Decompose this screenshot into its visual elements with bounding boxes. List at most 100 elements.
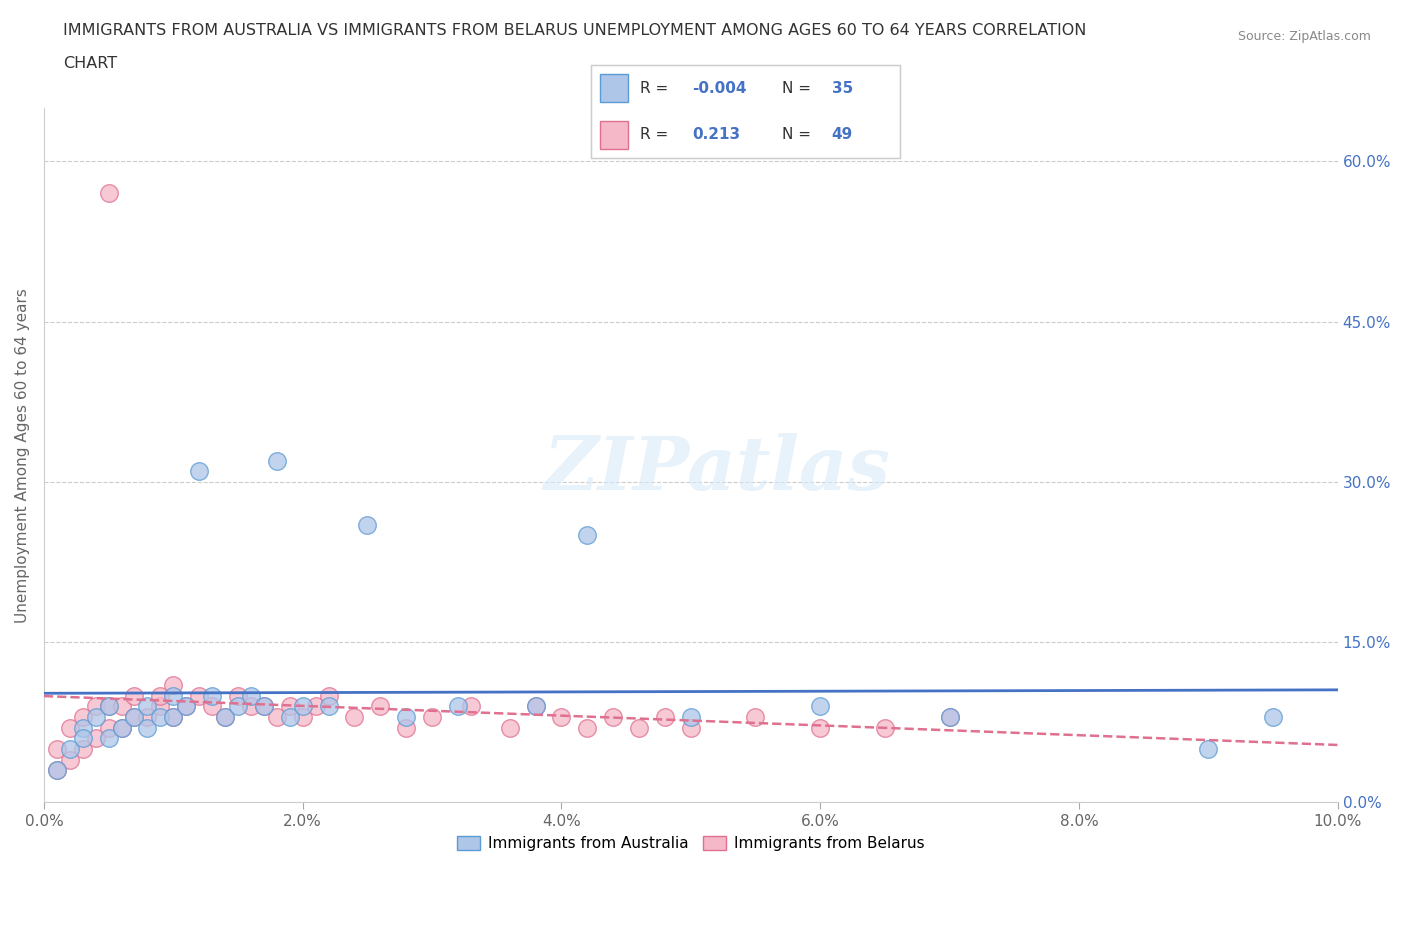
Point	[162, 688, 184, 703]
Point	[343, 710, 366, 724]
Point	[124, 710, 146, 724]
Point	[1197, 741, 1219, 756]
Point	[278, 698, 301, 713]
Text: N =: N =	[782, 81, 811, 96]
Point	[356, 517, 378, 532]
Point	[124, 710, 146, 724]
Legend: Immigrants from Australia, Immigrants from Belarus: Immigrants from Australia, Immigrants fr…	[451, 830, 931, 857]
Point	[1261, 710, 1284, 724]
Point	[447, 698, 470, 713]
Point	[149, 688, 172, 703]
Point	[420, 710, 443, 724]
Text: 49: 49	[832, 127, 853, 142]
Point	[136, 698, 159, 713]
Text: R =: R =	[640, 127, 668, 142]
Point	[550, 710, 572, 724]
Point	[938, 710, 960, 724]
Point	[460, 698, 482, 713]
Point	[162, 710, 184, 724]
Text: IMMIGRANTS FROM AUSTRALIA VS IMMIGRANTS FROM BELARUS UNEMPLOYMENT AMONG AGES 60 : IMMIGRANTS FROM AUSTRALIA VS IMMIGRANTS …	[63, 23, 1087, 38]
Point	[97, 186, 120, 201]
Point	[201, 688, 224, 703]
Point	[744, 710, 766, 724]
Point	[59, 720, 82, 735]
Point	[214, 710, 236, 724]
Point	[239, 688, 262, 703]
Point	[266, 710, 288, 724]
Text: N =: N =	[782, 127, 811, 142]
Point	[97, 698, 120, 713]
Point	[576, 720, 599, 735]
Point	[59, 752, 82, 767]
Point	[149, 710, 172, 724]
Point	[318, 698, 340, 713]
Point	[201, 698, 224, 713]
Point	[679, 720, 702, 735]
Point	[72, 741, 94, 756]
Text: ZIPatlas: ZIPatlas	[543, 432, 890, 505]
FancyBboxPatch shape	[600, 74, 627, 102]
Point	[654, 710, 676, 724]
Text: 0.213: 0.213	[693, 127, 741, 142]
Point	[97, 731, 120, 746]
Point	[174, 698, 197, 713]
Point	[72, 710, 94, 724]
Point	[188, 464, 211, 479]
Point	[368, 698, 391, 713]
Point	[524, 698, 547, 713]
Point	[304, 698, 326, 713]
Point	[395, 710, 418, 724]
Point	[214, 710, 236, 724]
Point	[278, 710, 301, 724]
Y-axis label: Unemployment Among Ages 60 to 64 years: Unemployment Among Ages 60 to 64 years	[15, 287, 30, 622]
Point	[524, 698, 547, 713]
Point	[602, 710, 624, 724]
Point	[84, 731, 107, 746]
Point	[498, 720, 520, 735]
Point	[253, 698, 276, 713]
Point	[97, 720, 120, 735]
Point	[679, 710, 702, 724]
Point	[162, 677, 184, 692]
Point	[136, 720, 159, 735]
Point	[45, 741, 67, 756]
Text: -0.004: -0.004	[693, 81, 747, 96]
Point	[110, 698, 132, 713]
Point	[226, 688, 249, 703]
Text: 35: 35	[832, 81, 853, 96]
Point	[124, 688, 146, 703]
Point	[59, 741, 82, 756]
Point	[45, 763, 67, 777]
Point	[45, 763, 67, 777]
Point	[627, 720, 650, 735]
Point	[162, 710, 184, 724]
Point	[110, 720, 132, 735]
Point	[72, 731, 94, 746]
Point	[72, 720, 94, 735]
Point	[873, 720, 896, 735]
Point	[239, 698, 262, 713]
Point	[253, 698, 276, 713]
Point	[291, 710, 314, 724]
Point	[110, 720, 132, 735]
Point	[808, 720, 831, 735]
Point	[266, 453, 288, 468]
Point	[318, 688, 340, 703]
Point	[226, 698, 249, 713]
Text: Source: ZipAtlas.com: Source: ZipAtlas.com	[1237, 30, 1371, 43]
Point	[291, 698, 314, 713]
Text: R =: R =	[640, 81, 668, 96]
Point	[938, 710, 960, 724]
Point	[395, 720, 418, 735]
Point	[84, 698, 107, 713]
Point	[149, 698, 172, 713]
Point	[136, 710, 159, 724]
Point	[188, 688, 211, 703]
Point	[174, 698, 197, 713]
FancyBboxPatch shape	[600, 121, 627, 149]
Point	[84, 710, 107, 724]
Point	[97, 698, 120, 713]
Point	[808, 698, 831, 713]
Point	[576, 528, 599, 543]
Text: CHART: CHART	[63, 56, 117, 71]
